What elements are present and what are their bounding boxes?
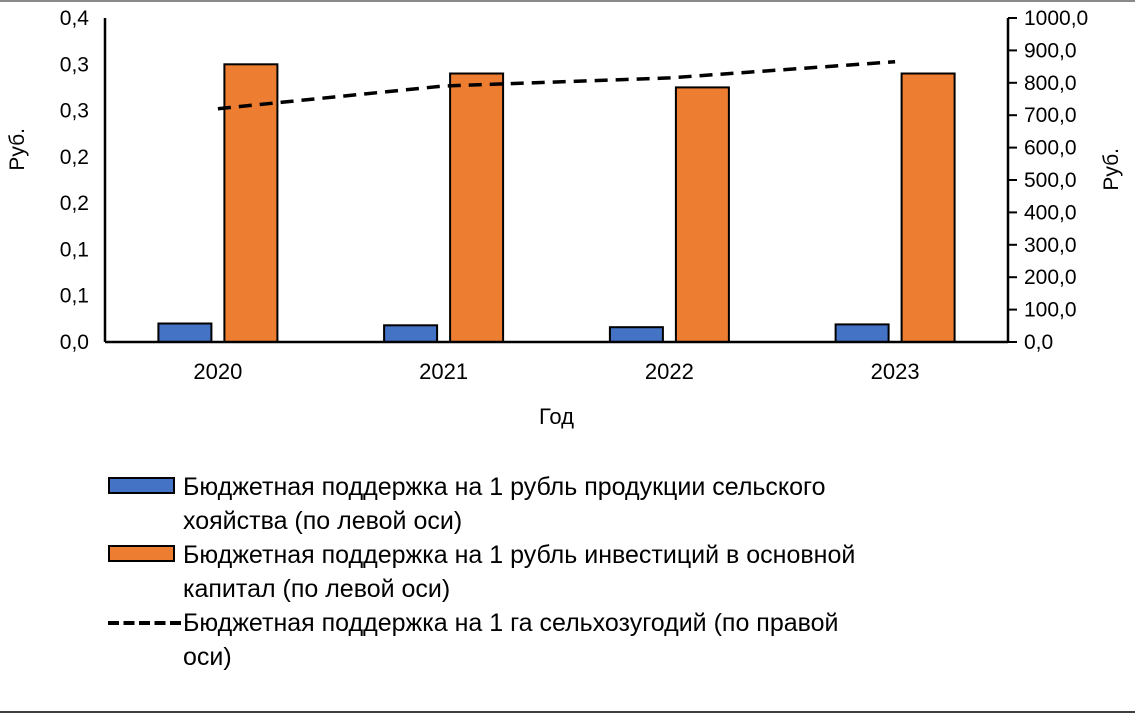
right-axis-tick-label: 800,0 (1024, 72, 1077, 95)
legend-item-2: Бюджетная поддержка на 1 рубль инвестици… (108, 538, 1048, 606)
left-axis-title: Руб. (6, 128, 29, 171)
left-axis-tick-label: 0,3 (60, 53, 89, 76)
bar-2022-series1 (608, 326, 664, 344)
left-axis-tick-label: 0,0 (60, 331, 89, 354)
right-axis-tick-label: 100,0 (1024, 299, 1077, 322)
left-axis-tick-label: 0,2 (60, 192, 89, 215)
legend-label: Бюджетная поддержка на 1 га сельхозугоди… (183, 606, 839, 674)
legend-label: Бюджетная поддержка на 1 рубль инвестици… (183, 538, 855, 606)
legend-label-line: Бюджетная поддержка на 1 рубль инвестици… (183, 541, 856, 569)
right-axis-tick-label: 900,0 (1024, 39, 1077, 62)
legend-label-line: Бюджетная поддержка на 1 рубль продукции… (183, 473, 826, 501)
right-axis-title: Руб. (1100, 148, 1123, 191)
right-axis-tick-label: 0,0 (1024, 331, 1053, 354)
left-axis-tick-label: 0,1 (60, 285, 89, 308)
legend-item-1: Бюджетная поддержка на 1 рубль продукции… (108, 470, 1048, 538)
x-axis-tick-label: 2022 (645, 359, 694, 384)
right-axis-tick-label: 500,0 (1024, 169, 1077, 192)
legend-swatch-col (108, 538, 183, 562)
chart-canvas: 0,0 0,1 0,1 0,2 0,2 0,3 0,3 0,4 0,0 100,0 200,0 300… (60, 7, 1088, 384)
legend-swatch-col (108, 606, 183, 627)
bar-2023-series1 (834, 323, 890, 343)
right-axis-tick-label: 300,0 (1024, 234, 1077, 257)
right-axis-tick-label: 700,0 (1024, 104, 1077, 127)
x-axis-tick-label: 2023 (871, 359, 920, 384)
bar-2022-series2 (674, 86, 730, 344)
bar-2023-series2 (900, 72, 956, 343)
bar-2021-series2 (449, 72, 505, 343)
right-axis-tick-label: 400,0 (1024, 201, 1077, 224)
legend-swatch-bar-1 (108, 477, 175, 494)
x-axis-tick-label: 2020 (193, 359, 242, 384)
right-axis-tick-label: 200,0 (1024, 266, 1077, 289)
legend-label-line: оси) (183, 643, 232, 671)
legend-item-3: Бюджетная поддержка на 1 га сельхозугоди… (108, 606, 1048, 674)
x-axis-tick-label: 2021 (419, 359, 468, 384)
legend-label-line: хояйства (по левой оси) (183, 507, 463, 535)
left-axis-tick-label: 0,3 (60, 100, 89, 123)
left-axis-tick-label: 0,1 (60, 238, 89, 261)
legend-swatch-dashed-line (108, 621, 182, 625)
bar-2020-series1 (157, 322, 213, 343)
trend-line (217, 59, 896, 111)
top-divider (0, 0, 1135, 2)
x-axis-title: Год (538, 404, 575, 429)
legend-label: Бюджетная поддержка на 1 рубль продукции… (183, 470, 826, 538)
chart-legend: Бюджетная поддержка на 1 рубль продукции… (108, 470, 1048, 674)
right-axis-tick-label: 1000,0 (1024, 7, 1088, 30)
left-axis-tick-label: 0,4 (60, 7, 90, 30)
bar-2021-series1 (383, 324, 439, 343)
legend-swatch-bar-2 (108, 545, 175, 562)
legend-swatch-col (108, 470, 183, 494)
legend-label-line: капитал (по левой оси) (183, 575, 451, 603)
legend-label-line: Бюджетная поддержка на 1 га сельхозугоди… (183, 609, 839, 637)
left-axis-tick-label: 0,2 (60, 146, 89, 169)
right-axis-tick-label: 600,0 (1024, 137, 1077, 160)
bottom-divider (0, 711, 1135, 713)
